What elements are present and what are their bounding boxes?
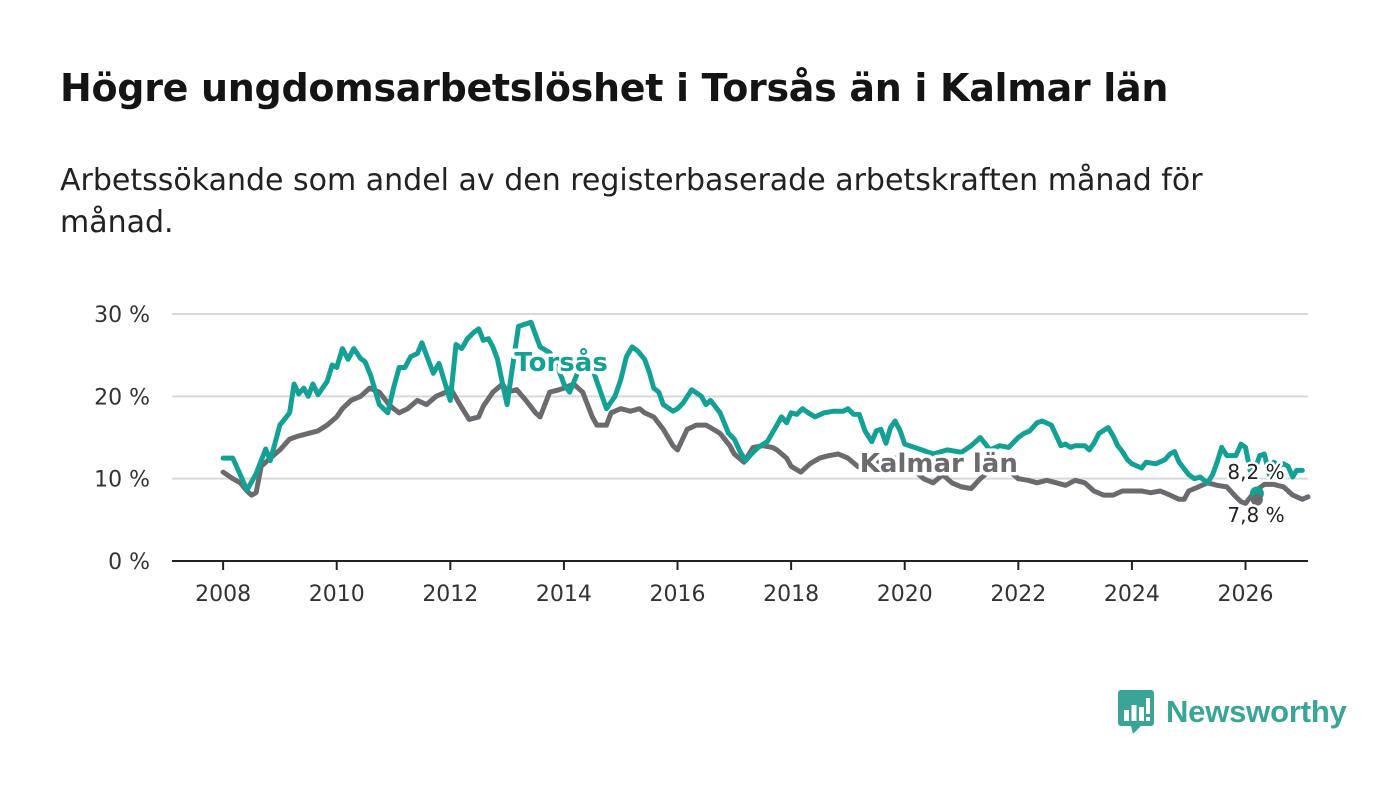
- y-tick-label: 20 %: [94, 385, 150, 410]
- y-tick-label: 0 %: [108, 550, 150, 575]
- newsworthy-brand: Newsworthy: [1118, 690, 1347, 734]
- x-tick-label: 2016: [650, 582, 706, 607]
- x-tick-label: 2014: [536, 582, 592, 607]
- series-label-torsas: Torsås: [514, 346, 607, 378]
- x-axis: 2008 2010 2012 2014 2016 2018 2020 2022 2024 2026: [172, 560, 1308, 607]
- series-label-kalmar-lan: Kalmar län: [860, 449, 1018, 479]
- y-tick-label: 30 %: [94, 303, 150, 328]
- x-tick-label: 2012: [422, 582, 478, 607]
- x-tick-label: 2022: [990, 582, 1046, 607]
- end-label-torsas: 8,2 %: [1227, 460, 1284, 484]
- x-tick-label: 2010: [309, 582, 365, 607]
- x-tick-label: 2018: [763, 582, 819, 607]
- brand-name: Newsworthy: [1166, 694, 1347, 729]
- series-lines: [220, 319, 1311, 506]
- newsworthy-logo-icon: [1118, 690, 1154, 734]
- end-marker-kalmar-lan: [1250, 493, 1263, 506]
- x-tick-label: 2020: [877, 582, 933, 607]
- end-label-kalmar-lan: 7,8 %: [1227, 503, 1284, 527]
- chart-title: Högre ungdomsarbetslöshet i Torsås än i …: [60, 66, 1169, 110]
- series-labels: Torsås Kalmar län 8,2 % 7,8 %: [511, 342, 1287, 529]
- y-tick-label: 10 %: [94, 468, 150, 493]
- series-line-kalmar-lan: [220, 381, 1311, 506]
- x-tick-label: 2008: [195, 582, 251, 607]
- line-chart: 0 % 10 % 20 % 30 % 2008 2010 2012 2014 2016 2018…: [94, 303, 1311, 607]
- chart-subtitle: Arbetssökande som andel av den registerb…: [60, 163, 1203, 240]
- series-line-torsas: [220, 319, 1305, 493]
- x-tick-label: 2024: [1104, 582, 1160, 607]
- y-axis: 0 % 10 % 20 % 30 %: [94, 303, 150, 575]
- x-tick-label: 2026: [1218, 582, 1274, 607]
